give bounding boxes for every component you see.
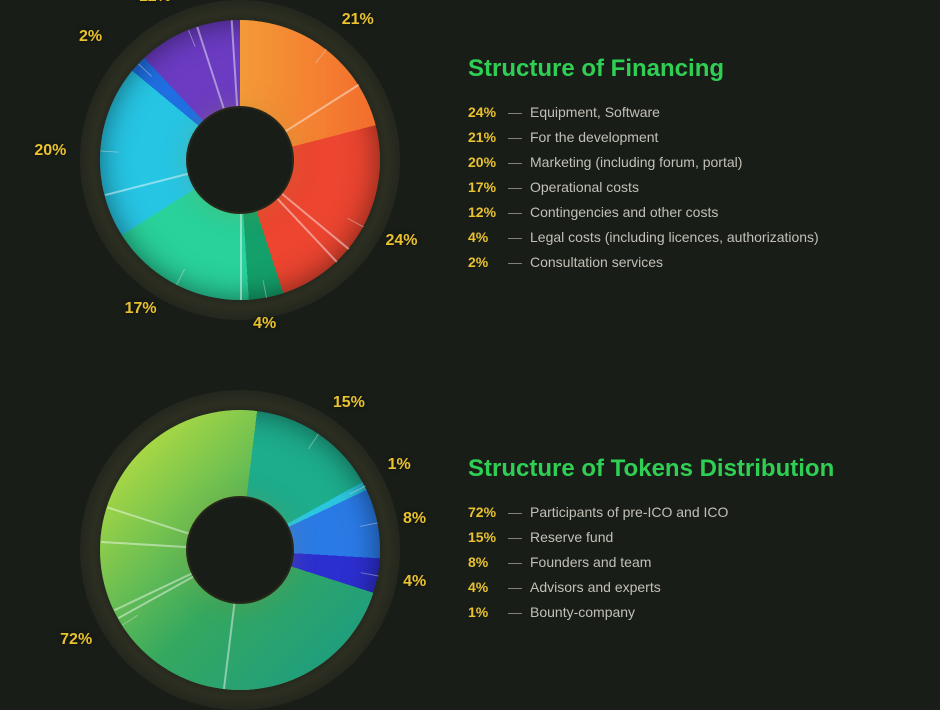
financing-slice-pct: 20%: [34, 142, 66, 160]
legend-text: For the development: [530, 130, 658, 144]
legend-dash: —: [508, 180, 522, 194]
financing-title: Structure of Financing: [468, 55, 908, 83]
legend-text: Advisors and experts: [530, 580, 661, 594]
financing-slice-pct: 21%: [342, 11, 374, 29]
legend-dash: —: [508, 580, 522, 594]
tokens-legend-row: 1% — Bounty-company: [468, 605, 908, 619]
financing-legend-row: 2% — Consultation services: [468, 255, 908, 269]
legend-pct: 4%: [468, 580, 504, 594]
legend-pct: 4%: [468, 230, 504, 244]
legend-text: Marketing (including forum, portal): [530, 155, 742, 169]
tokens-slice-pct: 72%: [60, 631, 92, 649]
legend-text: Operational costs: [530, 180, 639, 194]
legend-dash: —: [508, 255, 522, 269]
financing-slice-pct: 24%: [385, 232, 417, 250]
tokens-donut-hole: [186, 496, 294, 604]
financing-slice-pct: 17%: [125, 300, 157, 318]
financing-legend: Structure of Financing 24% — Equipment, So…: [468, 55, 908, 280]
legend-text: Founders and team: [530, 555, 651, 569]
financing-slice-pct: 2%: [79, 28, 102, 46]
legend-dash: —: [508, 130, 522, 144]
legend-dash: —: [508, 230, 522, 244]
tokens-slice-pct: 4%: [403, 573, 426, 591]
tokens-chart: 15%1%8%4%72%: [100, 410, 380, 690]
legend-pct: 72%: [468, 505, 504, 519]
legend-text: Equipment, Software: [530, 105, 660, 119]
legend-text: Bounty-company: [530, 605, 635, 619]
legend-text: Reserve fund: [530, 530, 613, 544]
legend-dash: —: [508, 605, 522, 619]
legend-dash: —: [508, 205, 522, 219]
tokens-slice-pct: 15%: [333, 394, 365, 412]
legend-pct: 1%: [468, 605, 504, 619]
tokens-legend-row: 8% — Founders and team: [468, 555, 908, 569]
tokens-legend: Structure of Tokens Distribution 72% — Par…: [468, 455, 908, 630]
tokens-slice-pct: 8%: [403, 510, 426, 528]
legend-pct: 21%: [468, 130, 504, 144]
legend-dash: —: [508, 505, 522, 519]
legend-dash: —: [508, 530, 522, 544]
financing-legend-row: 17% — Operational costs: [468, 180, 908, 194]
tokens-section: 15%1%8%4%72% Structure of Tokens Distrib…: [0, 410, 940, 710]
tokens-slice-pct: 1%: [388, 456, 411, 474]
financing-slice-pct: 12%: [139, 0, 171, 6]
tokens-legend-row: 4% — Advisors and experts: [468, 580, 908, 594]
financing-legend-row: 20% — Marketing (including forum, portal): [468, 155, 908, 169]
legend-text: Legal costs (including licences, authori…: [530, 230, 819, 244]
financing-legend-row: 4% — Legal costs (including licences, auth…: [468, 230, 908, 244]
tokens-legend-row: 15% — Reserve fund: [468, 530, 908, 544]
financing-legend-row: 24% — Equipment, Software: [468, 105, 908, 119]
legend-pct: 15%: [468, 530, 504, 544]
legend-pct: 24%: [468, 105, 504, 119]
legend-pct: 17%: [468, 180, 504, 194]
legend-pct: 20%: [468, 155, 504, 169]
tokens-title: Structure of Tokens Distribution: [468, 455, 908, 483]
financing-chart: 21%24%4%17%20%2%12%: [100, 20, 380, 300]
financing-section: 21%24%4%17%20%2%12% Structure of Financi…: [0, 20, 940, 340]
legend-pct: 12%: [468, 205, 504, 219]
legend-pct: 2%: [468, 255, 504, 269]
financing-legend-row: 21% — For the development: [468, 130, 908, 144]
legend-dash: —: [508, 155, 522, 169]
financing-legend-row: 12% — Contingencies and other costs: [468, 205, 908, 219]
legend-dash: —: [508, 555, 522, 569]
legend-text: Participants of pre-ICO and ICO: [530, 505, 728, 519]
legend-text: Consultation services: [530, 255, 663, 269]
tokens-legend-row: 72% — Participants of pre-ICO and ICO: [468, 505, 908, 519]
financing-slice-pct: 4%: [253, 315, 276, 333]
legend-text: Contingencies and other costs: [530, 205, 718, 219]
legend-dash: —: [508, 105, 522, 119]
financing-donut-hole: [186, 106, 294, 214]
legend-pct: 8%: [468, 555, 504, 569]
